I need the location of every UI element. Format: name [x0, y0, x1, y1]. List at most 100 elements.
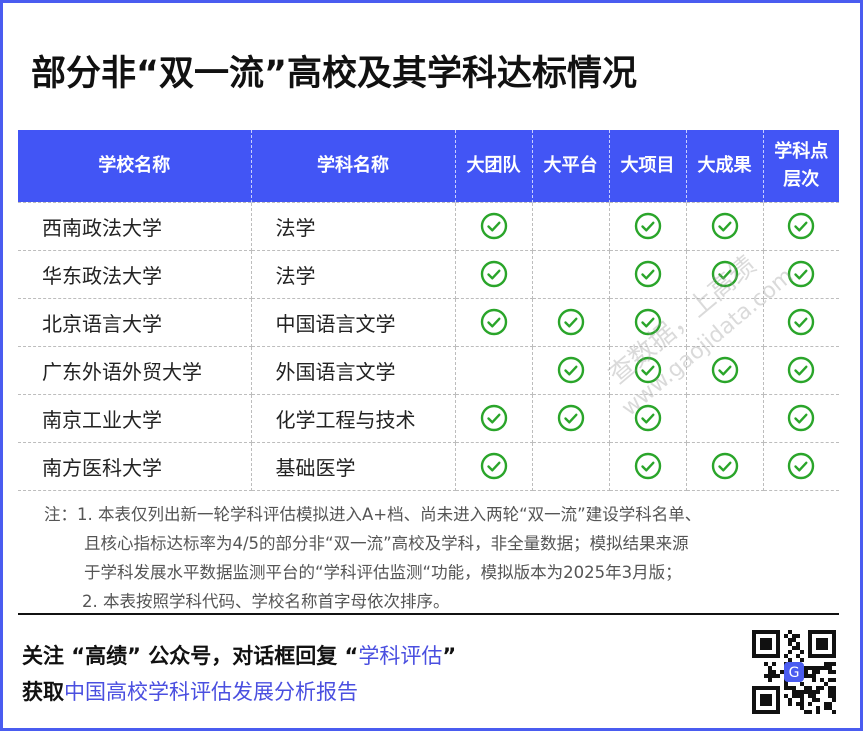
mark-cell [685, 441, 764, 491]
check-circle-icon [788, 308, 815, 336]
footer-report-name: 中国高校学科评估发展分析报告 [64, 680, 358, 704]
check-circle-icon [480, 308, 507, 336]
mark-cell [685, 297, 764, 347]
header-school: 学校名称 [18, 130, 251, 202]
header-platform: 大平台 [531, 130, 609, 202]
mark-cell [608, 393, 687, 443]
header-achievement: 大成果 [685, 130, 763, 202]
mark-cell [608, 297, 687, 347]
check-circle-icon [557, 356, 584, 384]
check-circle-icon [788, 260, 815, 288]
mark-cell [608, 249, 687, 299]
subject-name: 中国语言文学 [250, 297, 456, 347]
page-title: 部分非“双一流”高校及其学科达标情况 [31, 54, 638, 94]
table-header-row: 学校名称 学科名称 大团队 大平台 大项目 大成果 学科点层次 [18, 130, 839, 202]
check-circle-icon [634, 404, 661, 432]
mark-cell [531, 393, 610, 443]
footer-line-2: 获取中国高校学科评估发展分析报告 [22, 676, 358, 706]
note-1-cont: 且核心指标达标率为4/5的部分非“双一流”高校及学科，非全量数据；模拟结果来源 [84, 534, 689, 553]
header-level: 学科点 层次 [762, 130, 839, 202]
note-2: 2. 本表按照学科代码、学校名称首字母依次排序。 [82, 592, 450, 611]
mark-cell [531, 201, 610, 251]
subject-name: 化学工程与技术 [250, 393, 456, 443]
mark-cell [608, 345, 687, 395]
subject-name: 法学 [250, 249, 456, 299]
mark-cell [685, 345, 764, 395]
mark-cell [685, 249, 764, 299]
header-project: 大项目 [608, 130, 686, 202]
check-circle-icon [634, 308, 661, 336]
mark-cell [762, 345, 839, 395]
mark-cell [762, 201, 839, 251]
subject-name: 基础医学 [250, 441, 456, 491]
header-level-line2: 层次 [783, 168, 820, 190]
mark-cell [762, 441, 839, 491]
check-circle-icon [480, 260, 507, 288]
table-row: 西南政法大学 法学 [18, 201, 839, 251]
footer-quote: ” [442, 644, 457, 668]
footer-text-2: 获取 [22, 680, 64, 704]
footer-text: 关注 “高绩” 公众号，对话框回复 “ [22, 644, 359, 668]
school-name: 广东外语外贸大学 [18, 345, 252, 395]
qr-code-icon: G [752, 630, 836, 714]
school-name: 南京工业大学 [18, 393, 252, 443]
note-1-cont2: 于学科发展水平数据监测平台的“学科评估监测“功能，模拟版本为2025年3月版； [84, 563, 682, 582]
footer-keyword: 学科评估 [358, 644, 443, 668]
divider [18, 613, 839, 615]
mark-cell [531, 345, 610, 395]
mark-cell [531, 441, 610, 491]
check-circle-icon [634, 260, 661, 288]
school-name: 北京语言大学 [18, 297, 252, 347]
check-circle-icon [480, 404, 507, 432]
note-1: 1. 本表仅列出新一轮学科评估模拟进入A+档、尚未进入两轮“双一流”建设学科名单… [77, 505, 702, 524]
check-circle-icon [711, 212, 738, 240]
mark-cell [454, 393, 533, 443]
mark-cell [762, 393, 839, 443]
mark-cell [685, 393, 764, 443]
mark-cell [454, 297, 533, 347]
notes: 注：1. 本表仅列出新一轮学科评估模拟进入A+档、尚未进入两轮“双一流”建设学科… [44, 500, 701, 616]
check-circle-icon [788, 212, 815, 240]
mark-cell [762, 249, 839, 299]
notes-prefix: 注： [44, 505, 77, 524]
mark-cell [608, 201, 687, 251]
check-circle-icon [711, 260, 738, 288]
check-circle-icon [788, 356, 815, 384]
mark-cell [531, 297, 610, 347]
check-circle-icon [634, 356, 661, 384]
check-circle-icon [711, 452, 738, 480]
mark-cell [454, 345, 533, 395]
data-table: 学校名称 学科名称 大团队 大平台 大项目 大成果 学科点层次 西南政法大学 法学… [18, 130, 839, 491]
check-circle-icon [557, 308, 584, 336]
check-circle-icon [634, 452, 661, 480]
table-row: 华东政法大学 法学 [18, 249, 839, 299]
svg-text:G: G [789, 665, 800, 681]
check-circle-icon [634, 212, 661, 240]
footer-line-1: 关注 “高绩” 公众号，对话框回复 “学科评估” [22, 640, 456, 670]
subject-name: 法学 [250, 201, 456, 251]
mark-cell [531, 249, 610, 299]
table-row: 北京语言大学 中国语言文学 [18, 297, 839, 347]
check-circle-icon [788, 404, 815, 432]
school-name: 西南政法大学 [18, 201, 252, 251]
mark-cell [454, 249, 533, 299]
check-circle-icon [711, 356, 738, 384]
header-level-line1: 学科点 [774, 140, 829, 162]
school-name: 南方医科大学 [18, 441, 252, 491]
table-row: 广东外语外贸大学 外国语言文学 [18, 345, 839, 395]
mark-cell [454, 441, 533, 491]
check-circle-icon [480, 212, 507, 240]
mark-cell [454, 201, 533, 251]
check-circle-icon [788, 452, 815, 480]
check-circle-icon [557, 404, 584, 432]
header-subject: 学科名称 [250, 130, 455, 202]
check-circle-icon [480, 452, 507, 480]
mark-cell [608, 441, 687, 491]
header-team: 大团队 [454, 130, 532, 202]
table-row: 南方医科大学 基础医学 [18, 441, 839, 491]
subject-name: 外国语言文学 [250, 345, 456, 395]
table-row: 南京工业大学 化学工程与技术 [18, 393, 839, 443]
school-name: 华东政法大学 [18, 249, 252, 299]
mark-cell [685, 201, 764, 251]
mark-cell [762, 297, 839, 347]
